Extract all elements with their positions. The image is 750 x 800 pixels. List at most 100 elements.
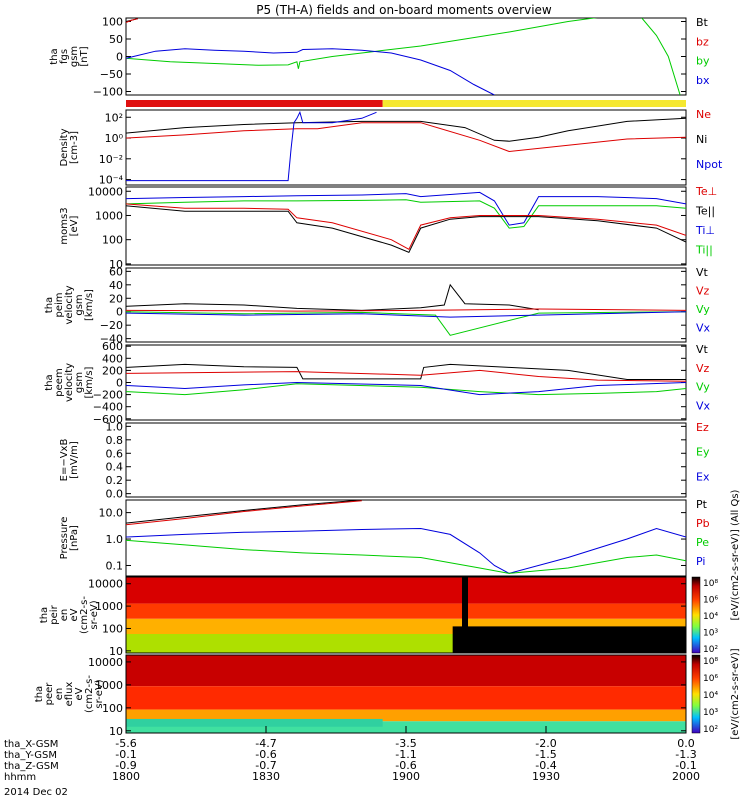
y-axis-label: (cm2-s- (79, 596, 90, 634)
series-Vt-line (126, 283, 539, 311)
colorbar-tick-label: 10⁸ (703, 657, 718, 667)
colorbar-tick-label: 10³ (703, 629, 718, 639)
x-tick-label: -1.1 (395, 748, 416, 761)
panel-frame (125, 267, 687, 343)
x-row-label: tha_Z-GSM (4, 761, 59, 772)
y-axis-label: peim (54, 292, 65, 317)
panel-fgs: 100 50 0 −50 −100 tha fgs gsm [nT] Bt bz by bx (49, 16, 710, 99)
series-Vz-line (126, 369, 686, 382)
y-tick-label: 1000 (95, 209, 123, 222)
series-Ti-line (126, 199, 686, 229)
series-by-line (126, 18, 598, 69)
y-tick-label: 100 (102, 622, 123, 635)
y-tick-label: −600 (93, 413, 123, 426)
heatmap-band (126, 718, 383, 727)
y-axis-label: [nT] (79, 46, 90, 66)
x-tick-label: -4.7 (255, 737, 276, 750)
y-tick-label: 1.0 (106, 420, 124, 433)
y-axis-label: tha (49, 48, 60, 64)
legend-entry: Pb (696, 517, 710, 530)
panel-temp: 10000 1000 100 10 moms3 [eV] Te⊥ Te|| Ti⊥ Ti|| (59, 185, 717, 271)
y-axis-label: gsm (69, 46, 80, 67)
colorbar-tick-label: 10⁶ (703, 674, 718, 684)
y-tick-label: 10000 (88, 185, 123, 198)
y-tick-label: −50 (100, 68, 123, 81)
legend-entry: Ni (696, 133, 707, 146)
legend-entry: Vx (696, 399, 711, 412)
x-row-label: tha_X-GSM (4, 739, 58, 750)
x-tick-label: -1.5 (535, 748, 556, 761)
x-row-label: tha_Y-GSM (4, 750, 57, 761)
legend-entry: Vy (696, 381, 710, 394)
y-axis-label: [cm-3] (69, 131, 80, 164)
colorbar-tick-label: 10⁴ (703, 612, 718, 622)
colorbar-tick-label: 10³ (703, 708, 718, 718)
y-axis-label: tha (39, 607, 50, 623)
chart-title: P5 (TH-A) fields and on-board moments ov… (256, 3, 552, 17)
colorbar-tick-label: 10⁶ (703, 596, 718, 606)
y-tick-label: 50 (109, 33, 123, 46)
colorbar-tick-label: 10² (703, 725, 718, 735)
panel-press: 10.0 1.0 0.1 Pressure [nPa] Pt Pb Pe Pi (59, 498, 710, 577)
legend-entry: Vz (696, 362, 710, 375)
panel-frame (125, 576, 687, 654)
x-tick-label: 2000 (672, 770, 700, 783)
heatmap-band (126, 686, 686, 710)
y-tick-label: 400 (102, 352, 123, 365)
legend-entry: bx (696, 74, 710, 87)
y-axis-label: fgs (59, 49, 70, 64)
colorbar-label: [eV/(cm2-s-sr-eV)] (730, 648, 741, 739)
x-tick-label: -5.6 (115, 737, 136, 750)
y-tick-label: 0.2 (106, 474, 124, 487)
y-axis-label: sr-eV) (94, 679, 105, 708)
y-tick-label: 0 (116, 377, 123, 390)
colorbar-tick-label: 10² (703, 645, 718, 655)
y-tick-label: 0 (116, 306, 123, 319)
y-tick-label: 40 (109, 279, 123, 292)
legend-entry: Vt (696, 266, 709, 279)
y-tick-label: 0.4 (106, 461, 124, 474)
x-tick-label: -0.9 (115, 759, 136, 772)
y-tick-label: −200 (93, 389, 123, 402)
y-tick-label: 10² (105, 111, 123, 124)
y-tick-label: 100 (102, 234, 123, 247)
series-Vy-line (126, 311, 686, 336)
legend-entry: Te|| (695, 205, 715, 218)
heatmap-peer (126, 655, 686, 733)
colorbar-gradient (691, 576, 701, 654)
series-Vx-line (126, 311, 686, 318)
y-axis-label: tha (44, 297, 55, 313)
y-axis-label: [mV/m] (69, 441, 80, 479)
panel-frame (125, 499, 687, 577)
series-Vy-line (126, 383, 686, 396)
y-tick-label: 10000 (88, 578, 123, 591)
y-axis-label: Pressure (59, 517, 70, 560)
panel-frame (125, 344, 687, 421)
y-axis-label: Density (59, 128, 70, 166)
y-axis-label: [nPa] (69, 525, 80, 551)
date-label: 2014 Dec 02 (4, 787, 68, 798)
y-tick-label: −400 (93, 401, 123, 414)
series-Npot-line (126, 110, 377, 182)
x-row-label: hhmm (4, 772, 36, 783)
y-tick-label: 600 (102, 340, 123, 353)
legend-entry: Ez (696, 421, 709, 434)
y-tick-label: 10⁰ (105, 132, 124, 145)
legend-entry: Vy (696, 303, 710, 316)
status-bar (126, 100, 686, 107)
y-axis-label: [km/s] (84, 289, 95, 321)
y-tick-label: 1.0 (106, 533, 124, 546)
x-tick-label: -0.6 (395, 759, 416, 772)
panel-efield: 1.00.80.60.40.20.0 E=−VxB [mV/m] Ez Ey Ex (59, 420, 710, 500)
legend-entry: bz (696, 35, 709, 48)
legend-entry: Te⊥ (695, 185, 717, 198)
x-tick-label: -0.6 (255, 748, 276, 761)
y-axis-label: eV (69, 608, 80, 621)
series-Pi-line (126, 527, 686, 574)
series-Vz-line (126, 308, 686, 312)
colorbar-tick-label: 10⁴ (703, 691, 718, 701)
colorbar: 10⁸ 10⁶ 10⁴ 10³ 10² [eV/(cm2-s-sr-eV)] (All Q… (691, 489, 741, 655)
x-tick-label: -0.7 (255, 759, 276, 772)
